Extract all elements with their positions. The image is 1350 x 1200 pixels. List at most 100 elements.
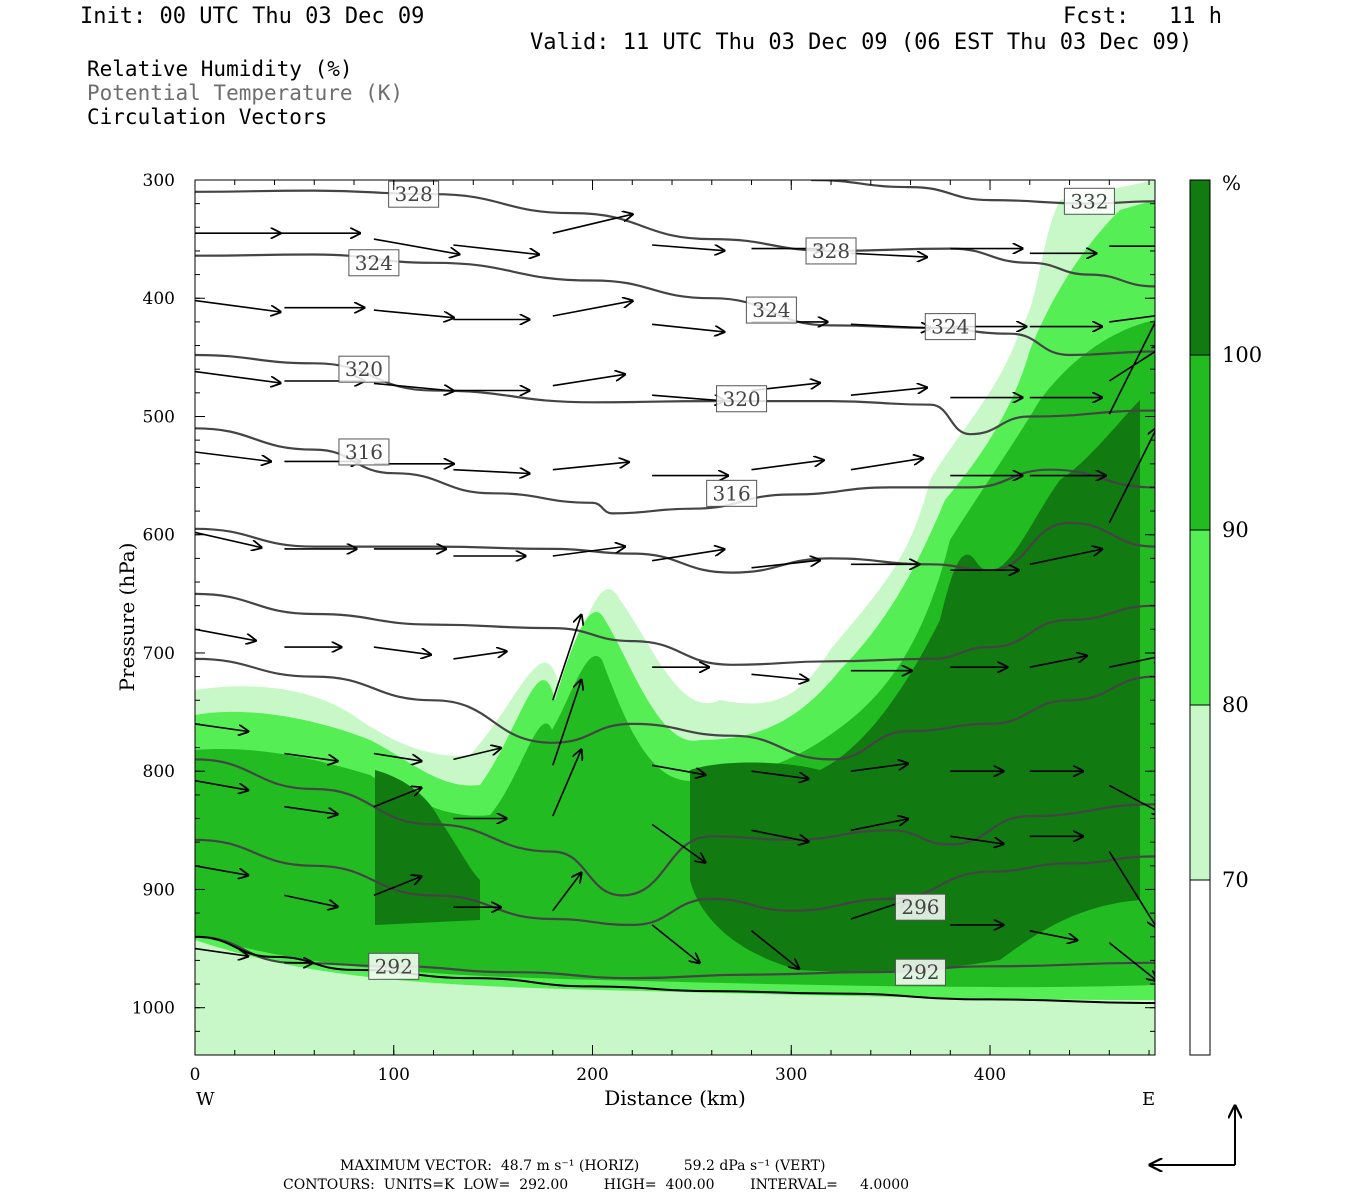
theta-contour-292	[195, 935, 1155, 980]
circulation-vector	[195, 370, 281, 383]
colorbar-unit: %	[1222, 171, 1241, 195]
circulation-vector	[195, 451, 271, 462]
colorbar: % 70 80 90 100	[1189, 171, 1262, 1056]
plot-frame	[194, 179, 1156, 1056]
y-tick-label: 900	[143, 880, 175, 900]
circulation-vector	[1109, 314, 1155, 323]
circulation-vector	[195, 779, 248, 791]
theta-contour-296	[195, 838, 1155, 927]
circulation-vector	[850, 458, 923, 471]
circulation-vector	[651, 549, 724, 562]
circulation-vector	[652, 323, 724, 332]
circulation-vector	[552, 750, 582, 817]
y-tick-label: 300	[143, 171, 175, 191]
circulation-vector	[1108, 851, 1155, 928]
theta-contour-316	[195, 427, 1155, 515]
circulation-vector	[1108, 428, 1155, 524]
circulation-vector	[651, 924, 700, 963]
circulation-vector	[850, 388, 927, 396]
x-tick-label: 100	[378, 1065, 410, 1085]
circulation-vector	[651, 823, 705, 862]
y-tick-label: 600	[143, 526, 175, 546]
circulation-vector	[373, 382, 454, 391]
colorbar-swatch	[1189, 529, 1211, 706]
contours-text: CONTOURS: UNITS=K LOW= 292.00 HIGH= 400.…	[283, 1177, 910, 1193]
x-tick-label: 400	[974, 1065, 1006, 1085]
field-theta-label: Potential Temperature (K)	[87, 81, 404, 105]
x-tick-label: 0	[190, 1065, 201, 1085]
valid-time: Valid: 11 UTC Thu 03 Dec 09 (06 EST Thu …	[530, 30, 1193, 55]
circulation-vector	[195, 865, 248, 876]
theta-contour-304	[195, 657, 1155, 761]
reference-vector-icon	[1150, 1106, 1235, 1165]
circulation-vector	[1108, 347, 1155, 382]
circulation-vector	[950, 835, 1003, 844]
circulation-vector	[1108, 942, 1155, 981]
theta-label-320: 320	[716, 385, 768, 413]
svg-text:332: 332	[1070, 189, 1108, 213]
svg-text:324: 324	[752, 298, 790, 322]
circulation-vector	[1029, 656, 1087, 668]
circulation-vector	[552, 462, 629, 471]
circulation-vector	[453, 748, 501, 761]
svg-text:324: 324	[355, 251, 393, 275]
colorbar-level-label: 80	[1222, 693, 1249, 717]
theta-contour-324	[195, 253, 1155, 357]
theta-label-328: 328	[805, 237, 857, 265]
circulation-vector	[850, 764, 908, 772]
circulation-vector	[850, 324, 931, 328]
circulation-vector	[284, 752, 337, 762]
circulation-vector	[195, 299, 281, 312]
svg-text:320: 320	[722, 387, 760, 411]
circulation-vector	[373, 309, 454, 318]
circulation-vector	[651, 764, 705, 775]
theta-label-324: 324	[924, 313, 976, 341]
circulation-vector	[195, 723, 248, 732]
circulation-vector	[652, 394, 724, 401]
theta-label-324: 324	[745, 296, 797, 324]
svg-text:296: 296	[901, 895, 939, 919]
axes: 0 100 200 300 400 300 400 500 600 700 800 900 1000	[132, 171, 1155, 1085]
svg-text:328: 328	[395, 182, 433, 206]
circulation-vector	[552, 873, 582, 912]
circulation-vector	[1109, 656, 1155, 668]
svg-text:324: 324	[931, 315, 969, 339]
relative-humidity-shading	[195, 180, 1155, 1055]
colorbar-level-label: 90	[1222, 518, 1249, 542]
theta-label-316: 316	[706, 479, 758, 507]
colorbar-swatch	[1189, 354, 1211, 531]
theta-label-328: 328	[388, 180, 440, 208]
colorbar-level-label: 100	[1222, 343, 1262, 367]
circulation-vector	[751, 930, 800, 969]
field-vectors-label: Circulation Vectors	[87, 105, 328, 129]
circulation-vector	[751, 770, 809, 779]
y-tick-label: 700	[143, 644, 175, 664]
circulation-vector	[284, 805, 337, 815]
theta-label-296: 296	[894, 893, 946, 921]
circulation-vector	[552, 374, 625, 387]
x-tick-label: 300	[775, 1065, 807, 1085]
theta-contour-300	[195, 758, 1155, 897]
svg-text:320: 320	[345, 357, 383, 381]
circulation-vector	[373, 788, 422, 808]
svg-text:316: 316	[713, 481, 751, 505]
y-tick-label: 400	[143, 289, 175, 309]
y-tick-label: 500	[143, 407, 175, 427]
circulation-vector	[552, 680, 582, 766]
circulation-vector	[373, 752, 422, 762]
theta-label-320: 320	[338, 355, 390, 383]
circulation-vector	[1108, 784, 1155, 814]
theta-label-324: 324	[348, 249, 400, 277]
circulation-vector	[453, 244, 539, 255]
theta-label-292: 292	[368, 952, 420, 980]
theta-contour-labels: 332 328 328 324 324 324 320 320 316 316 296 292 292	[338, 180, 1115, 986]
circulation-vector	[453, 470, 529, 474]
circulation-vector	[453, 651, 506, 660]
rh-100-region	[375, 400, 1140, 972]
svg-text:328: 328	[812, 239, 850, 263]
theta-contour-312	[195, 521, 1155, 574]
circulation-vector	[552, 615, 582, 701]
circulation-vector	[552, 547, 625, 557]
circulation-vector	[195, 628, 256, 640]
x-tick-label: 200	[576, 1065, 608, 1085]
